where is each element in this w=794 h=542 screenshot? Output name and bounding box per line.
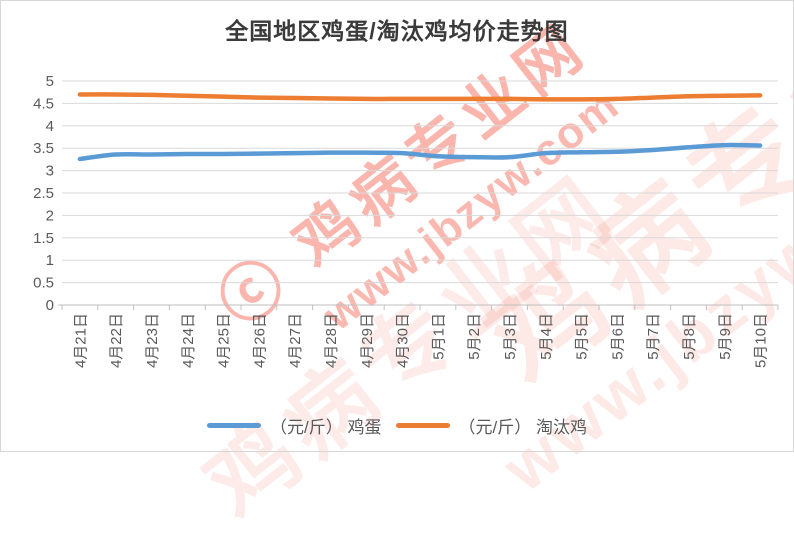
chart-title: 全国地区鸡蛋/淘汰鸡均价走势图 <box>225 18 569 44</box>
svg-text:4月23日: 4月23日 <box>144 313 161 368</box>
svg-text:0.5: 0.5 <box>33 275 54 292</box>
legend-line-egg-icon <box>207 423 262 428</box>
svg-text:4.5: 4.5 <box>33 95 54 112</box>
series-line-0 <box>77 142 763 162</box>
svg-text:4月21日: 4月21日 <box>72 313 89 368</box>
svg-text:1: 1 <box>46 252 54 269</box>
svg-text:5: 5 <box>46 73 54 90</box>
svg-text:4月22日: 4月22日 <box>108 313 125 368</box>
svg-text:4月25日: 4月25日 <box>216 313 233 368</box>
svg-text:1.5: 1.5 <box>33 230 54 247</box>
svg-text:3.5: 3.5 <box>33 140 54 157</box>
svg-text:4月26日: 4月26日 <box>251 313 268 368</box>
svg-text:5月8日: 5月8日 <box>681 313 698 360</box>
svg-text:5月7日: 5月7日 <box>645 313 662 360</box>
svg-text:5月6日: 5月6日 <box>609 313 626 360</box>
svg-text:5月3日: 5月3日 <box>502 313 519 360</box>
legend-label-culled-chicken: （元/斤） 淘汰鸡 <box>458 418 587 437</box>
svg-text:5月4日: 5月4日 <box>538 313 555 360</box>
legend-label-egg: （元/斤） 鸡蛋 <box>270 418 382 437</box>
chart-legend: （元/斤） 鸡蛋 （元/斤） 淘汰鸡 <box>0 413 794 438</box>
svg-text:4月30日: 4月30日 <box>395 313 412 368</box>
svg-text:4月29日: 4月29日 <box>359 313 376 368</box>
svg-text:4月28日: 4月28日 <box>323 313 340 368</box>
svg-text:5月10日: 5月10日 <box>753 313 770 368</box>
svg-text:5月2日: 5月2日 <box>466 313 483 360</box>
svg-text:2.5: 2.5 <box>33 185 54 202</box>
series-line-1 <box>77 92 763 102</box>
svg-text:2: 2 <box>46 207 54 224</box>
svg-text:5月5日: 5月5日 <box>574 313 591 360</box>
legend-line-culled-chicken-icon <box>395 423 450 428</box>
legend-item-culled-chicken: （元/斤） 淘汰鸡 <box>395 413 587 438</box>
svg-text:0: 0 <box>46 297 54 314</box>
svg-text:4月24日: 4月24日 <box>180 313 197 368</box>
price-trend-chart: 0 0.5 1 1.5 2 2.5 3 3.5 4 4.5 5 4月21日 4月22日 4月23日 4月24… <box>33 73 779 368</box>
svg-text:5月9日: 5月9日 <box>717 313 734 360</box>
svg-text:4月27日: 4月27日 <box>287 313 304 368</box>
svg-text:4: 4 <box>46 118 54 135</box>
legend-item-egg: （元/斤） 鸡蛋 <box>207 413 382 438</box>
svg-text:5月1日: 5月1日 <box>430 313 447 360</box>
svg-text:3: 3 <box>46 163 54 180</box>
